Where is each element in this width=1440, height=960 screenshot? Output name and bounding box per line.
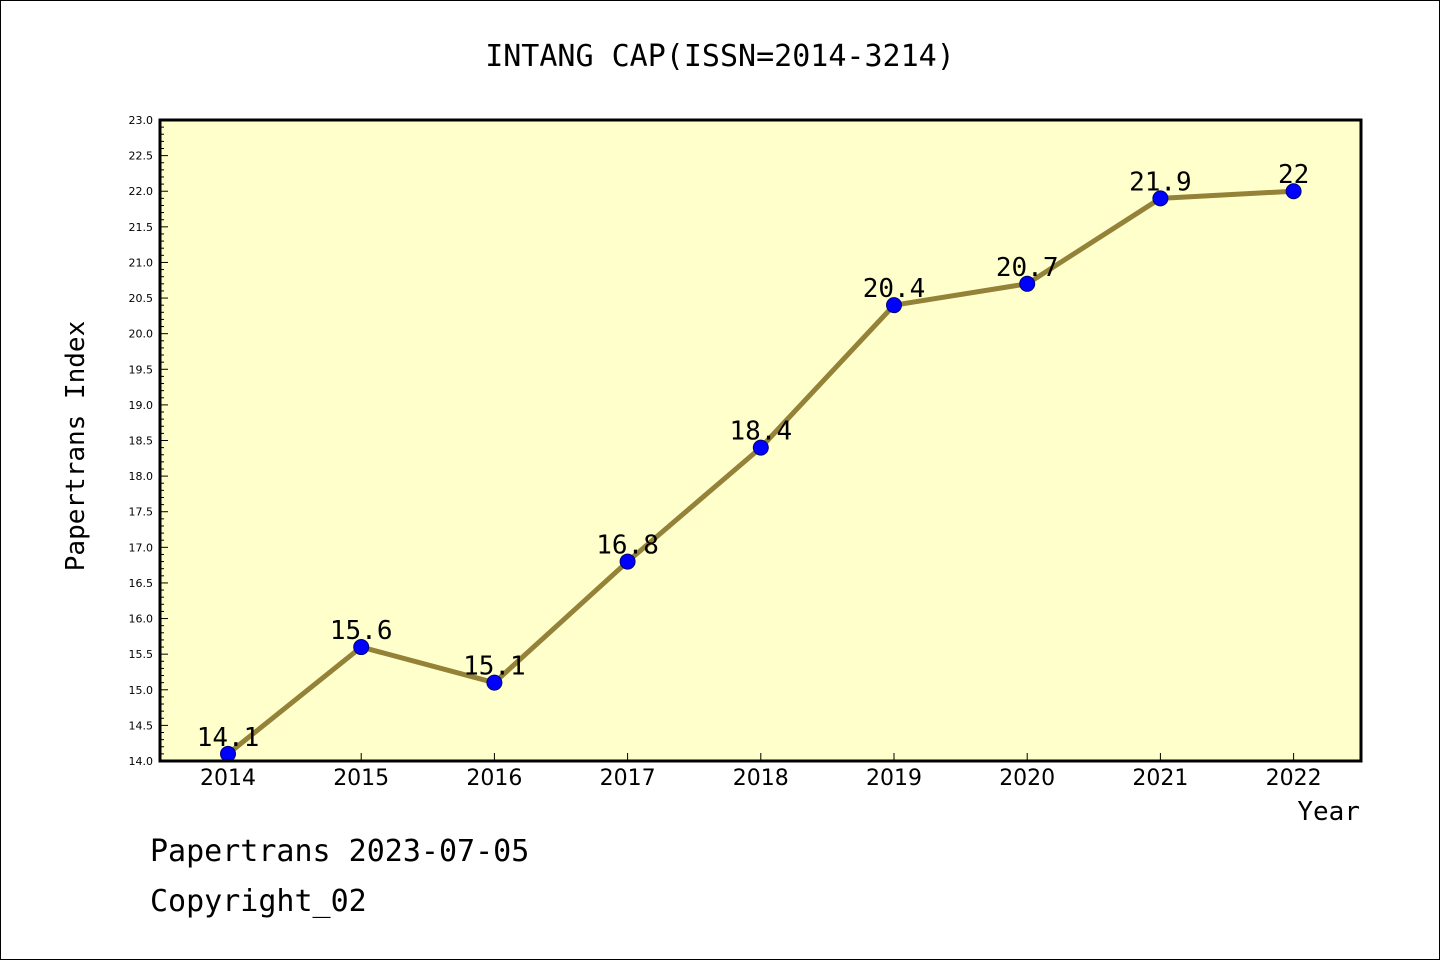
data-point — [886, 297, 902, 314]
data-label: 22 — [1278, 160, 1309, 190]
data-label: 21.9 — [1129, 167, 1192, 197]
y-tick-label: 23.0 — [129, 114, 154, 127]
x-tick-label: 2015 — [333, 766, 389, 791]
y-tick-label: 18.5 — [129, 435, 154, 448]
data-label: 14.1 — [197, 723, 260, 753]
data-point — [619, 553, 636, 570]
plot-border — [158, 118, 1363, 763]
y-tick-label: 14.0 — [129, 755, 154, 768]
y-tick-label: 19.5 — [129, 363, 154, 376]
y-tick-label: 17.5 — [129, 506, 154, 519]
data-point — [353, 639, 370, 656]
y-axis-ticks: 14.0 14.5 15.0 15.5 16.0 16.5 17.0 17.5 18.0 18.5… — [129, 114, 154, 768]
x-tick-label: 2017 — [600, 766, 656, 791]
data-labels: 14.1 15.6 15.1 16.8 18.4 20.4 20.7 21.9 22 — [197, 160, 1310, 753]
y-axis-label: Papertrans Index — [61, 321, 91, 571]
x-tick-label: 2014 — [200, 766, 256, 791]
data-label: 20.4 — [863, 274, 926, 304]
footer-date: Papertrans 2023-07-05 — [150, 834, 530, 869]
y-tick-label: 22.5 — [129, 150, 154, 163]
data-point — [752, 439, 769, 456]
y-tick-label: 21.0 — [129, 256, 154, 269]
y-tick-label: 16.0 — [129, 613, 154, 626]
y-tick-label: 19.0 — [129, 399, 154, 412]
y-tick-label: 21.5 — [129, 221, 154, 234]
x-tick-label: 2019 — [866, 766, 922, 791]
y-tick-label: 15.0 — [129, 684, 154, 697]
y-tick-label: 18.0 — [129, 470, 154, 483]
y-tick-label: 15.5 — [129, 648, 154, 661]
y-tick-label: 17.0 — [129, 541, 154, 554]
x-axis-label: Year — [1297, 797, 1360, 827]
data-label: 15.6 — [330, 616, 393, 646]
data-label: 18.4 — [729, 417, 792, 447]
y-tick-label: 20.0 — [129, 328, 154, 341]
x-tick-label: 2020 — [999, 766, 1055, 791]
data-label: 16.8 — [596, 531, 659, 561]
data-point — [1019, 275, 1036, 292]
data-points — [220, 183, 1302, 762]
data-label: 20.7 — [996, 253, 1059, 283]
y-tick-label: 22.0 — [129, 185, 154, 198]
x-axis-ticks: 2014 2015 2016 2017 2018 2019 2020 2021 2022 — [200, 753, 1322, 791]
y-tick-label: 20.5 — [129, 292, 154, 305]
data-point — [1152, 190, 1169, 207]
data-point — [486, 674, 503, 691]
data-label: 15.1 — [463, 652, 526, 682]
y-tick-label: 14.5 — [129, 719, 154, 732]
x-tick-label: 2018 — [733, 766, 789, 791]
x-tick-label: 2021 — [1132, 766, 1188, 791]
footer-copyright: Copyright_02 — [150, 884, 367, 919]
chart-title: INTANG CAP(ISSN=2014-3214) — [485, 39, 955, 74]
x-tick-label: 2016 — [466, 766, 522, 791]
data-point — [1285, 183, 1302, 200]
x-tick-label: 2022 — [1266, 766, 1322, 791]
y-tick-label: 16.5 — [129, 577, 154, 590]
